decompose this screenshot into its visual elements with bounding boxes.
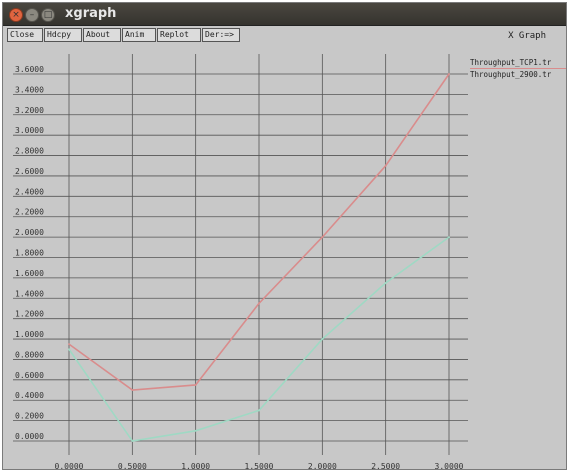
y-tick-label: 1.6000: [15, 269, 44, 278]
y-tick-label: 2.2000: [15, 208, 44, 217]
legend-label-tcp: Throughput_TCP1.tr: [470, 58, 552, 67]
legend-swatch-tcp: [470, 68, 566, 69]
title-bar: × – □ xgraph: [3, 3, 566, 26]
data-point-1: [131, 389, 134, 391]
close-button[interactable]: Close: [7, 28, 43, 42]
x-tick-label: 1.0000: [181, 462, 210, 470]
y-tick-label: 1.8000: [15, 249, 44, 258]
x-tick-label: 2.0000: [308, 462, 337, 470]
data-point-1: [258, 302, 260, 305]
y-tick-label: 3.6000: [15, 65, 44, 74]
data-point-1: [321, 236, 324, 239]
about-button[interactable]: About: [83, 28, 121, 42]
legend-item-tcp: Throughput_TCP1.tr: [470, 58, 551, 67]
data-point-1: [194, 384, 197, 386]
data-point-1: [448, 73, 450, 75]
x-tick-label: 0.0000: [55, 462, 84, 470]
data-point-2: [68, 348, 70, 351]
window-minimize-icon[interactable]: –: [25, 8, 39, 22]
window-close-icon[interactable]: ×: [9, 8, 23, 22]
data-point-1: [384, 164, 387, 167]
y-tick-label: 2.0000: [15, 228, 44, 237]
y-tick-label: 0.8000: [15, 350, 44, 359]
x-tick-label: 0.5000: [118, 462, 147, 470]
y-tick-label: 2.6000: [15, 167, 44, 176]
legend-item-other: Throughput_2900.tr: [470, 70, 551, 79]
window-title: xgraph: [65, 6, 117, 21]
y-tick-label: 0.0000: [15, 432, 44, 441]
y-tick-label: 3.2000: [15, 106, 44, 115]
anim-button[interactable]: Anim: [122, 28, 156, 42]
y-tick-label: 3.4000: [15, 85, 44, 94]
data-point-2: [258, 409, 260, 412]
data-point-2: [321, 338, 324, 340]
data-point-2: [131, 440, 134, 442]
x-tick-label: 3.0000: [435, 462, 464, 470]
data-point-2: [384, 282, 387, 284]
x-tick-label: 2.5000: [371, 462, 400, 470]
plot-area: 0.0000 0.2000 0.4000 0.6000 0.8000 1.0000 1.20…: [13, 54, 468, 470]
deriv-button[interactable]: Der:=>: [202, 28, 240, 42]
graph-label: X Graph: [508, 31, 546, 41]
y-tick-label: 1.4000: [15, 289, 44, 298]
data-point-2: [194, 429, 197, 432]
data-point-2: [448, 236, 450, 239]
hardcopy-button[interactable]: Hdcpy: [44, 28, 82, 42]
window-maximize-icon[interactable]: □: [41, 8, 55, 22]
replot-button[interactable]: Replot: [157, 28, 201, 42]
y-tick-label: 0.4000: [15, 391, 44, 400]
y-tick-label: 0.2000: [15, 412, 44, 421]
y-tick-label: 3.0000: [15, 126, 44, 135]
legend-label-other: Throughput_2900.tr: [470, 70, 552, 79]
x-tick-label: 1.5000: [245, 462, 274, 470]
y-tick-label: 0.6000: [15, 371, 44, 380]
y-tick-label: 2.8000: [15, 147, 44, 156]
y-tick-label: 1.0000: [15, 330, 44, 339]
data-point-1: [68, 343, 70, 346]
y-tick-label: 1.2000: [15, 310, 44, 319]
y-tick-label: 2.4000: [15, 187, 44, 196]
